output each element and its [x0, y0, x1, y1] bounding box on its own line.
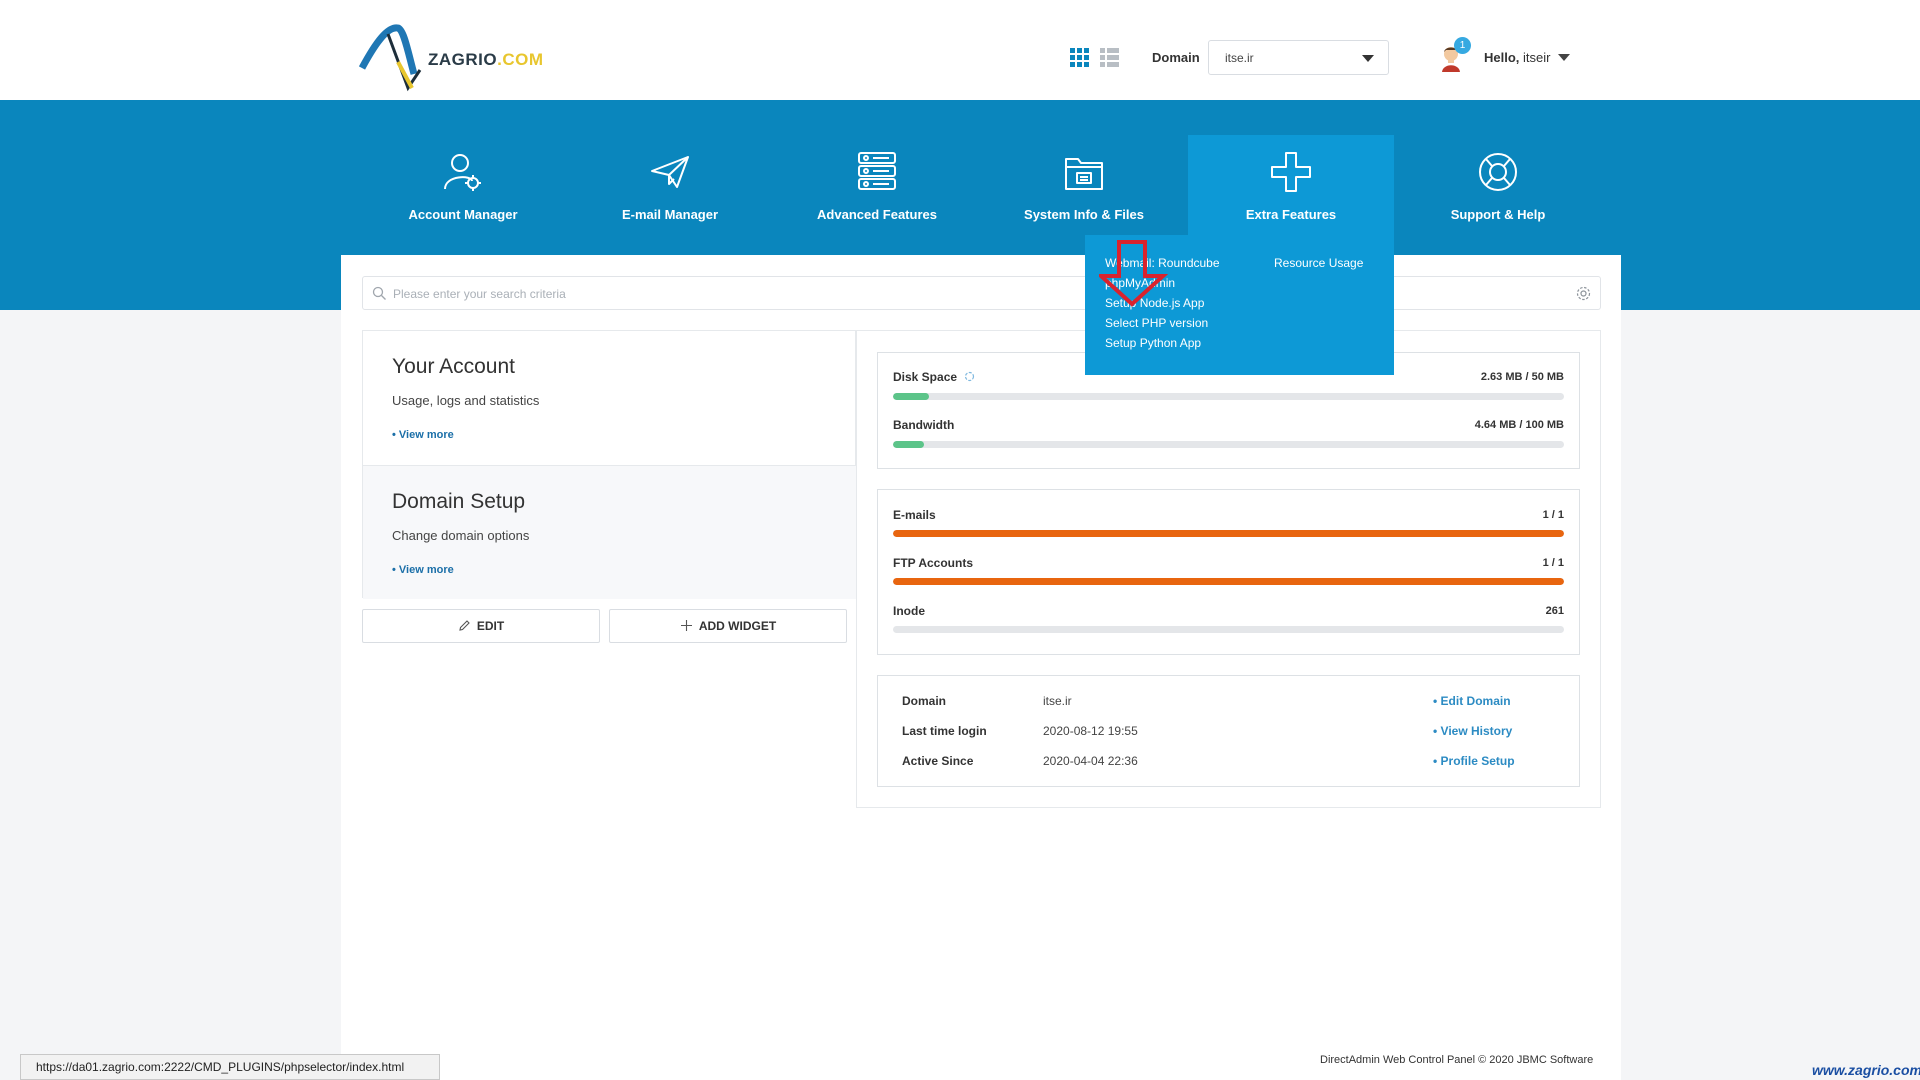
top-header: ZAGRIO.COM Domain itse.ir	[0, 0, 1920, 100]
menu-item-setup-python-app[interactable]: Setup Python App	[1105, 336, 1202, 350]
info-domain-value: itse.ir	[1043, 694, 1072, 708]
search-icon	[372, 286, 386, 300]
nav-email-manager[interactable]: E-mail Manager	[567, 135, 773, 255]
view-more-link[interactable]: • View more	[392, 564, 454, 576]
emails-bar	[893, 530, 1564, 537]
browser-status-url: https://da01.zagrio.com:2222/CMD_PLUGINS…	[20, 1054, 440, 1080]
disk-space-bar	[893, 393, 1564, 400]
domain-setup-widget[interactable]: Domain Setup Change domain options • Vie…	[363, 465, 857, 599]
emails-label: E-mails	[893, 508, 936, 522]
nav-advanced-features[interactable]: Advanced Features	[774, 135, 980, 255]
watermark: www.zagrio.com	[1812, 1062, 1920, 1078]
info-panel: Domain itse.ir • Edit Domain Last time l…	[877, 675, 1580, 787]
red-arrow-annotation-icon	[1099, 240, 1169, 307]
nav-account-manager[interactable]: Account Manager	[360, 135, 566, 255]
disk-space-fill	[893, 393, 929, 400]
add-widget-button[interactable]: ADD WIDGET	[609, 609, 847, 643]
gear-icon[interactable]	[1575, 285, 1592, 302]
nav-label: E-mail Manager	[621, 207, 719, 222]
plus-small-icon	[680, 620, 692, 631]
server-icon	[858, 152, 896, 190]
widget-title: Your Account	[392, 355, 515, 378]
ftp-accounts-value: 1 / 1	[1542, 557, 1564, 569]
ftp-accounts-fill	[893, 578, 1564, 585]
menu-item-select-php-version[interactable]: Select PHP version	[1105, 316, 1209, 330]
info-last-login-value: 2020-08-12 19:55	[1043, 724, 1138, 738]
menu-item-webmail-roundcube[interactable]: Webmail: Roundcube	[1105, 256, 1220, 270]
widget-subtitle: Usage, logs and statistics	[392, 393, 540, 408]
paper-plane-icon	[651, 156, 689, 188]
inode-bar	[893, 626, 1564, 633]
search-placeholder: Please enter your search criteria	[393, 287, 566, 301]
nav-system-info-files[interactable]: System Info & Files	[981, 135, 1187, 255]
lifebuoy-icon	[1479, 153, 1517, 191]
nav-support-help[interactable]: Support & Help	[1395, 135, 1601, 255]
bandwidth-value: 4.64 MB / 100 MB	[1474, 419, 1564, 431]
account-gear-icon	[444, 154, 481, 191]
list-view-icon[interactable]	[1100, 48, 1119, 67]
inode-value: 261	[1545, 605, 1564, 617]
edit-button-label: EDIT	[476, 619, 505, 633]
edit-button[interactable]: EDIT	[362, 609, 600, 643]
info-active-since-value: 2020-04-04 22:36	[1043, 754, 1138, 768]
extra-features-menu: Webmail: Roundcube phpMyAdmin Setup Node…	[1085, 235, 1394, 375]
domain-label: Domain	[1152, 50, 1200, 65]
info-active-since-label: Active Since	[902, 754, 974, 768]
add-widget-button-label: ADD WIDGET	[698, 619, 777, 633]
zagrio-logo[interactable]: ZAGRIO.COM	[358, 22, 558, 94]
nav-label: System Info & Files	[1024, 207, 1144, 222]
info-last-login-label: Last time login	[902, 724, 987, 738]
bandwidth-label: Bandwidth	[893, 418, 955, 432]
emails-fill	[893, 530, 1564, 537]
footer-copyright: DirectAdmin Web Control Panel © 2020 JBM…	[1320, 1054, 1594, 1066]
disk-space-label: Disk Space	[893, 370, 975, 384]
bandwidth-fill	[893, 441, 924, 448]
menu-item-resource-usage[interactable]: Resource Usage	[1274, 256, 1364, 270]
chevron-down-icon	[1362, 55, 1374, 62]
emails-value: 1 / 1	[1542, 509, 1564, 521]
domain-select[interactable]: itse.ir	[1208, 40, 1389, 75]
folder-icon	[1065, 158, 1103, 190]
counts-panel: E-mails 1 / 1 FTP Accounts 1 / 1 Inode 2…	[877, 489, 1580, 655]
edit-domain-link[interactable]: • Edit Domain	[1433, 694, 1511, 708]
info-domain-label: Domain	[902, 694, 947, 708]
left-widgets: Your Account Usage, logs and statistics …	[362, 330, 857, 599]
view-more-link[interactable]: • View more	[392, 429, 454, 441]
logo-text: ZAGRIO.COM	[428, 50, 544, 69]
nav-label: Advanced Features	[817, 207, 937, 222]
domain-select-value: itse.ir	[1225, 51, 1254, 65]
refresh-icon[interactable]	[964, 371, 975, 382]
inode-label: Inode	[893, 604, 925, 618]
ftp-accounts-label: FTP Accounts	[893, 556, 974, 570]
user-greeting[interactable]: Hello, itseir	[1484, 50, 1551, 65]
widget-title: Domain Setup	[392, 490, 526, 513]
search-input[interactable]: Please enter your search criteria	[362, 276, 1601, 310]
grid-view-icon[interactable]	[1070, 48, 1089, 67]
avatar[interactable]	[1440, 44, 1462, 72]
nav-label: Extra Features	[1245, 207, 1337, 222]
bandwidth-bar	[893, 441, 1564, 448]
disk-space-value: 2.63 MB / 50 MB	[1480, 371, 1564, 383]
nav-label: Support & Help	[1450, 207, 1546, 222]
nav-label: Account Manager	[408, 207, 518, 222]
view-history-link[interactable]: • View History	[1433, 724, 1513, 738]
profile-setup-link[interactable]: • Profile Setup	[1433, 754, 1515, 768]
notification-badge[interactable]: 1	[1454, 37, 1471, 54]
ftp-accounts-bar	[893, 578, 1564, 585]
widget-subtitle: Change domain options	[392, 528, 530, 543]
logo-mark-icon	[358, 24, 422, 92]
user-menu-chevron-icon[interactable]	[1558, 54, 1570, 61]
pencil-icon	[459, 620, 470, 631]
your-account-widget[interactable]: Your Account Usage, logs and statistics …	[363, 331, 855, 465]
plus-icon	[1271, 152, 1311, 192]
